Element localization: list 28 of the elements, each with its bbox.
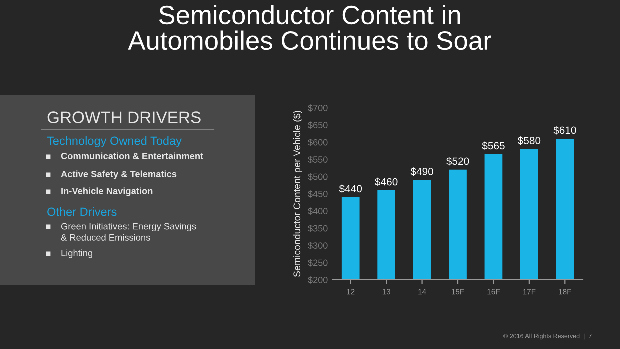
text: In-Vehicle Navigation bbox=[62, 188, 153, 196]
y-tick-label: $200 bbox=[308, 276, 328, 284]
text: Technology Owned Today bbox=[47, 136, 182, 148]
data-label: $520 bbox=[446, 157, 470, 166]
text: Green Initiatives: Energy Savings & Reduced Emissions bbox=[61, 223, 196, 241]
chart-title: Semiconductor Content in Automobiles Continues to Soar bbox=[128, 5, 492, 50]
data-label: $580 bbox=[518, 136, 541, 146]
text: Communication & Entertainment bbox=[61, 152, 204, 160]
y-tick-label: $450 bbox=[308, 190, 328, 198]
data-label: $565 bbox=[482, 142, 505, 150]
y-axis-title: Semiconductor Content per Vehicle ($) bbox=[293, 111, 302, 278]
text: Other Drivers bbox=[48, 207, 117, 216]
y-tick-label: $700 bbox=[308, 104, 328, 112]
data-label: $490 bbox=[410, 168, 434, 176]
text: GROWTH DRIVERS bbox=[48, 112, 201, 124]
data-label: $460 bbox=[375, 178, 398, 186]
y-tick-label: $300 bbox=[308, 242, 328, 250]
y-tick-label: $600 bbox=[308, 138, 328, 146]
text: Active Safety & Telematics bbox=[61, 170, 177, 180]
y-tick-label: $350 bbox=[308, 224, 328, 232]
data-label: $610 bbox=[554, 126, 576, 135]
y-tick-label: $500 bbox=[308, 173, 328, 181]
y-tick-label: $400 bbox=[308, 208, 328, 216]
y-tick-label: $250 bbox=[308, 259, 328, 267]
data-label: $440 bbox=[339, 184, 362, 194]
text: Lighting bbox=[62, 250, 93, 258]
y-tick-label: $550 bbox=[308, 156, 328, 164]
y-tick-label: $650 bbox=[308, 122, 328, 130]
